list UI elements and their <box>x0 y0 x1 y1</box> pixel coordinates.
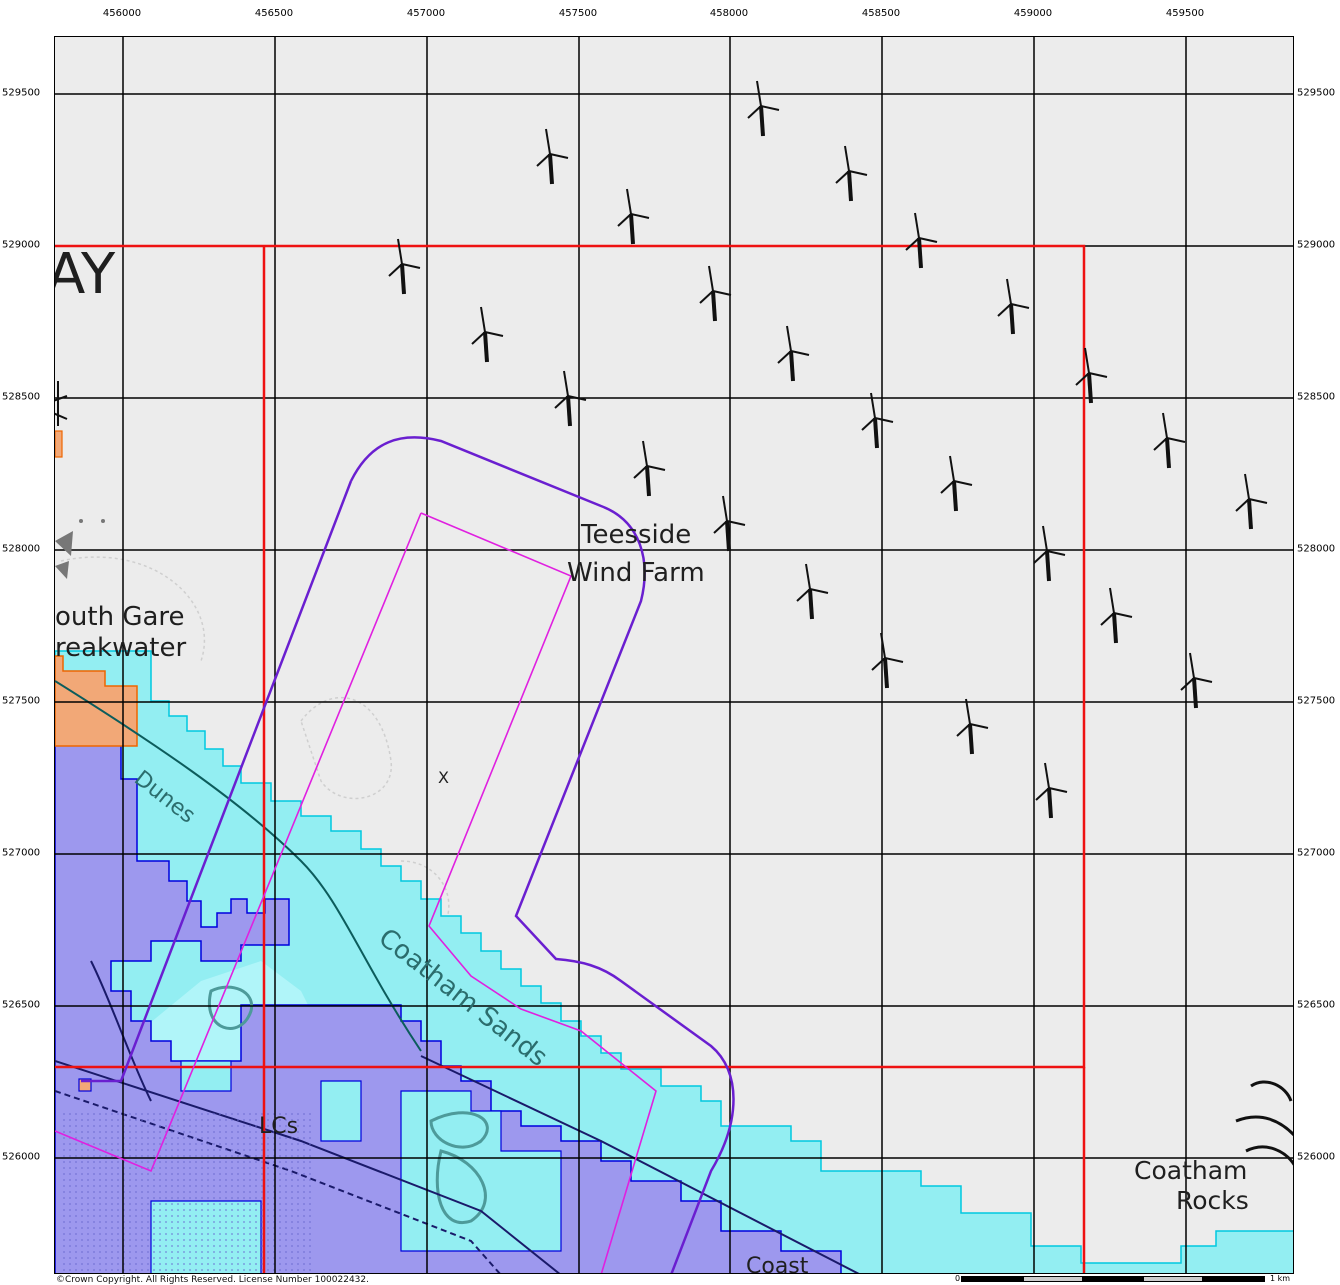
study-area-outline <box>55 244 1086 1273</box>
inner-boundary <box>420 512 657 1273</box>
scale-bar-segment <box>1083 1276 1143 1282</box>
wind-turbine-icon <box>1100 587 1133 644</box>
south-gare-label-line2: reakwater <box>55 633 186 663</box>
wind-turbine-icon <box>1153 412 1186 469</box>
northing-tick-label-left: 529500 <box>2 87 41 99</box>
lcs-label: LCs <box>259 1114 298 1139</box>
wind-turbine-icon <box>554 370 587 427</box>
sandbank-outlines <box>60 556 450 932</box>
northing-tick-label-left: 527000 <box>2 847 41 859</box>
wind-turbine-icon <box>777 325 810 382</box>
bay-fragment-label: AY <box>55 242 116 307</box>
northing-tick-label-left: 529000 <box>2 239 41 251</box>
northing-tick-label-left: 526000 <box>2 1151 41 1163</box>
outer-boundary-west <box>81 480 353 1083</box>
wind-turbine-icon <box>940 455 973 512</box>
easting-tick-label: 458000 <box>709 8 749 19</box>
copyright-notice: ©Crown Copyright. All Rights Reserved. L… <box>56 1275 369 1285</box>
wind-turbine-icon <box>633 440 666 497</box>
wind-turbine-icon <box>699 265 732 322</box>
northing-tick-label-right: 526000 <box>1297 1151 1336 1163</box>
northing-tick-label-right: 527000 <box>1297 847 1336 859</box>
coatham-rocks-label-line1: Coatham <box>1134 1156 1247 1185</box>
scale-bar-segment <box>1023 1276 1083 1282</box>
wind-farm-label-line2: Wind Farm <box>567 558 705 588</box>
northing-tick-label-left: 527500 <box>2 695 41 707</box>
wind-turbine-icon <box>861 392 894 449</box>
easting-tick-label: 458500 <box>861 8 901 19</box>
wind-turbine-icon <box>997 278 1030 335</box>
breakwater-stub <box>55 381 68 426</box>
coatham-rocks-shape <box>1235 1080 1293 1166</box>
orange-zone <box>55 655 138 747</box>
south-gare-label-line1: outh Gare <box>55 602 185 632</box>
wind-turbine-icon <box>871 632 904 689</box>
map-canvas[interactable]: AY Teesside Wind Farm outh Gare reakwate… <box>54 36 1294 1274</box>
easting-tick-label: 457500 <box>558 8 598 19</box>
coatham-rocks-label-line2: Rocks <box>1176 1186 1249 1215</box>
scale-bar-segment <box>961 1276 1023 1282</box>
northing-tick-label-right: 528000 <box>1297 543 1336 555</box>
wind-turbine-icon <box>1235 473 1268 530</box>
wind-turbines <box>388 80 1268 819</box>
northing-tick-label-right: 529500 <box>1297 87 1336 99</box>
scale-bar-segment <box>1143 1276 1203 1282</box>
inner-boundary-west <box>55 512 422 1173</box>
northing-tick-label-right: 528500 <box>1297 391 1336 403</box>
wind-turbine-icon <box>388 238 421 295</box>
coast-label: Coast <box>746 1254 809 1274</box>
wind-turbine-icon <box>747 80 780 137</box>
coast-lines <box>55 680 489 1225</box>
northing-tick-label-right: 527500 <box>1297 695 1336 707</box>
easting-tick-label: 457000 <box>406 8 446 19</box>
easting-tick-label: 456500 <box>254 8 294 19</box>
town-texture <box>61 1111 311 1271</box>
easting-tick-label: 459000 <box>1013 8 1053 19</box>
wind-turbine-icon <box>617 188 650 245</box>
scale-bar-segment <box>1203 1276 1265 1282</box>
northing-tick-label-left: 528500 <box>2 391 41 403</box>
wind-turbine-icon <box>905 212 938 269</box>
orange-fragment <box>55 430 63 458</box>
easting-tick-label: 456000 <box>102 8 142 19</box>
northing-tick-label-right: 529000 <box>1297 239 1336 251</box>
outer-boundary <box>349 436 735 1273</box>
wind-turbine-icon <box>835 145 868 202</box>
wind-turbine-icon <box>1033 525 1066 582</box>
breakwater-shapes <box>55 519 105 579</box>
wind-turbine-icon <box>956 698 989 755</box>
northing-tick-label-right: 526500 <box>1297 999 1336 1011</box>
scale-bar-start-label: 0 <box>955 1274 961 1283</box>
wind-turbine-icon <box>536 128 569 185</box>
wind-turbine-icon <box>796 563 829 620</box>
wind-turbine-icon <box>713 495 746 552</box>
wind-turbine-icon <box>471 306 504 363</box>
northing-tick-label-left: 528000 <box>2 543 41 555</box>
wind-farm-label-line1: Teesside <box>580 520 691 550</box>
wind-turbine-icon <box>1075 347 1108 404</box>
wind-turbine-icon <box>1035 762 1068 819</box>
wind-turbine-icon <box>1180 652 1213 709</box>
easting-tick-label: 459500 <box>1165 8 1205 19</box>
scale-bar: 0 1 km <box>955 1274 1295 1285</box>
scale-bar-end-label: 1 km <box>1270 1274 1291 1283</box>
northing-tick-label-left: 526500 <box>2 999 41 1011</box>
site-marker-label: X <box>438 768 449 787</box>
